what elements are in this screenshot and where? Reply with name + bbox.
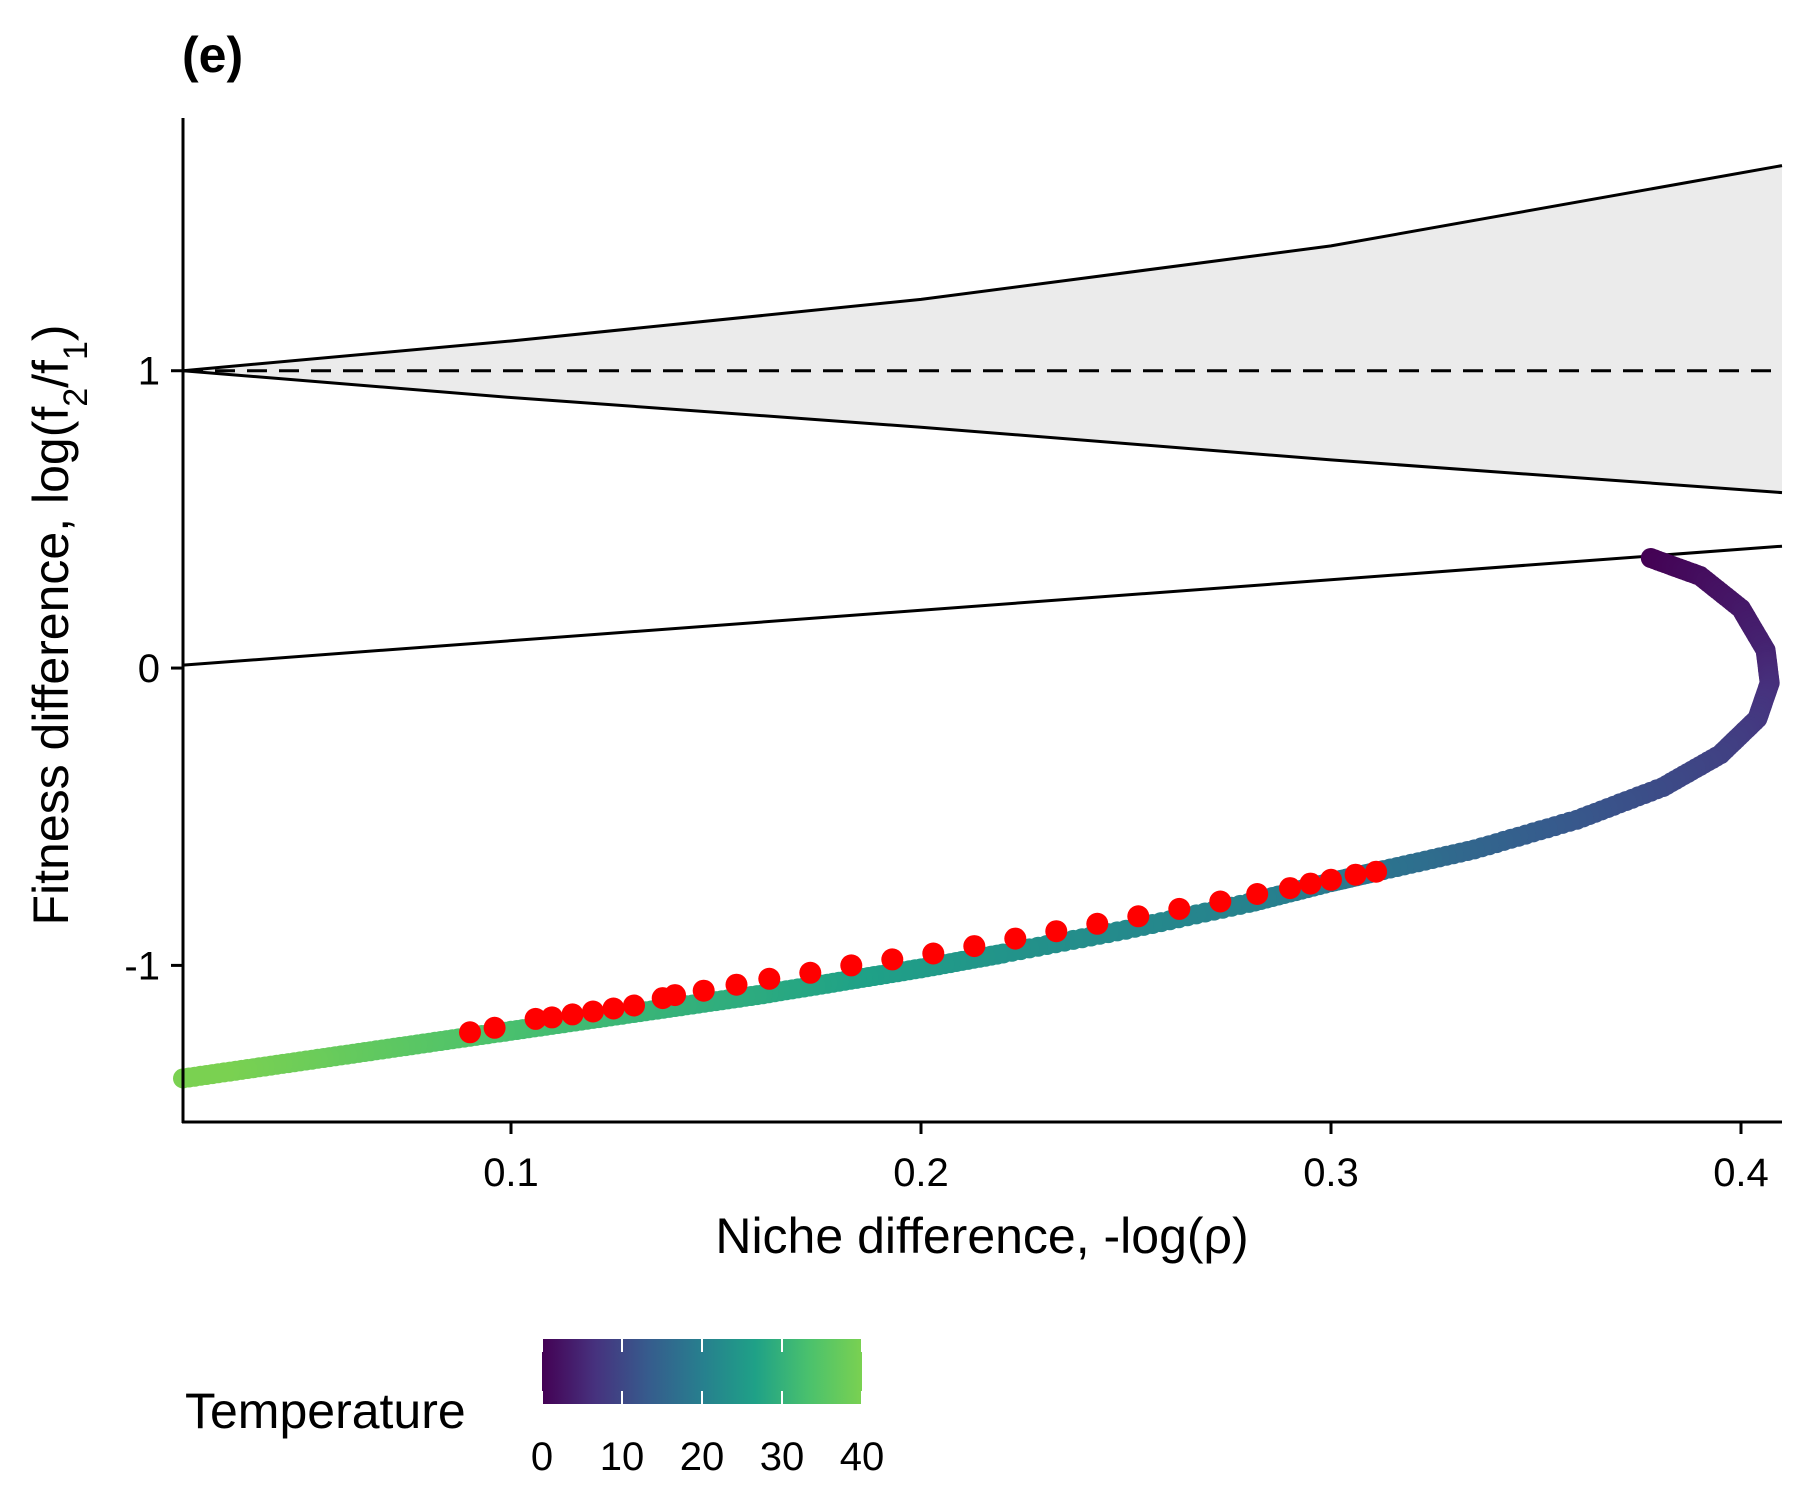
highlight-point [1004,927,1027,950]
legend-tick-label: 40 [840,1435,885,1479]
highlight-point [1086,912,1109,935]
highlight-point [582,1000,604,1023]
legend-tick-label: 20 [680,1435,725,1479]
highlight-point [1168,897,1191,920]
highlight-point [524,1007,547,1030]
highlight-point [1279,877,1301,900]
highlight-point [1127,905,1150,928]
x-tick-label: 0.3 [1303,1151,1359,1195]
highlight-point [922,942,945,965]
highlight-point [1299,872,1322,895]
y-axis-subscript: 2 [57,388,95,407]
x-tick-label: 0.4 [1713,1151,1769,1195]
highlight-point [692,979,715,1002]
highlight-point [561,1003,584,1026]
x-axis-title: Niche difference, -log(ρ) [715,1208,1248,1264]
y-tick-label: -1 [124,944,160,988]
y-axis-title-part: /f [23,360,79,388]
upper-boundary-line [182,164,1783,373]
highlight-point [651,987,674,1010]
y-tick-label: 1 [138,350,160,394]
highlight-point [840,954,863,977]
x-ticks: 0.1 0.2 0.3 0.4 [483,1122,1769,1195]
legend-tick-label: 30 [760,1435,805,1479]
highlight-point [1246,883,1269,905]
y-ticks: -1 0 1 [124,350,183,988]
highlight-point [881,948,904,971]
legend-tick-label: 0 [531,1435,553,1479]
legend-tick-label: 10 [600,1435,645,1479]
lower-boundary-line [182,369,1783,495]
highlight-point [1344,863,1367,886]
highlight-point [623,994,645,1017]
x-tick-label: 0.1 [483,1151,539,1195]
highlight-point [758,967,781,990]
legend: Temperature 0 10 20 30 40 [185,1339,884,1479]
y-axis-title-part: Fitness difference, log(f [23,407,79,926]
x-tick-label: 0.2 [893,1151,949,1195]
y-tick-label: 0 [138,647,160,691]
legend-ticks: 0 10 20 30 40 [531,1339,884,1479]
y-axis-subscript: 1 [57,341,95,360]
straight-boundary-line [182,544,1783,667]
highlight-point [1365,860,1388,883]
y-axis-title: Fitness difference, log(f2/f1) [23,324,95,925]
highlight-point [1045,920,1068,943]
plot-area [173,164,1783,1089]
highlight-point [1320,868,1342,891]
highlight-point [963,935,986,958]
highlight-point [725,973,748,996]
legend-title: Temperature [185,1383,466,1439]
y-axis-title-part: ) [23,324,79,341]
highlight-point [799,961,822,984]
panel-label: (e) [182,27,243,83]
highlight-point [483,1016,506,1039]
highlight-point [602,997,625,1020]
coexistence-region [183,165,1782,493]
highlight-point [541,1006,563,1029]
highlight-point [459,1021,481,1044]
highlight-point [1209,890,1232,913]
